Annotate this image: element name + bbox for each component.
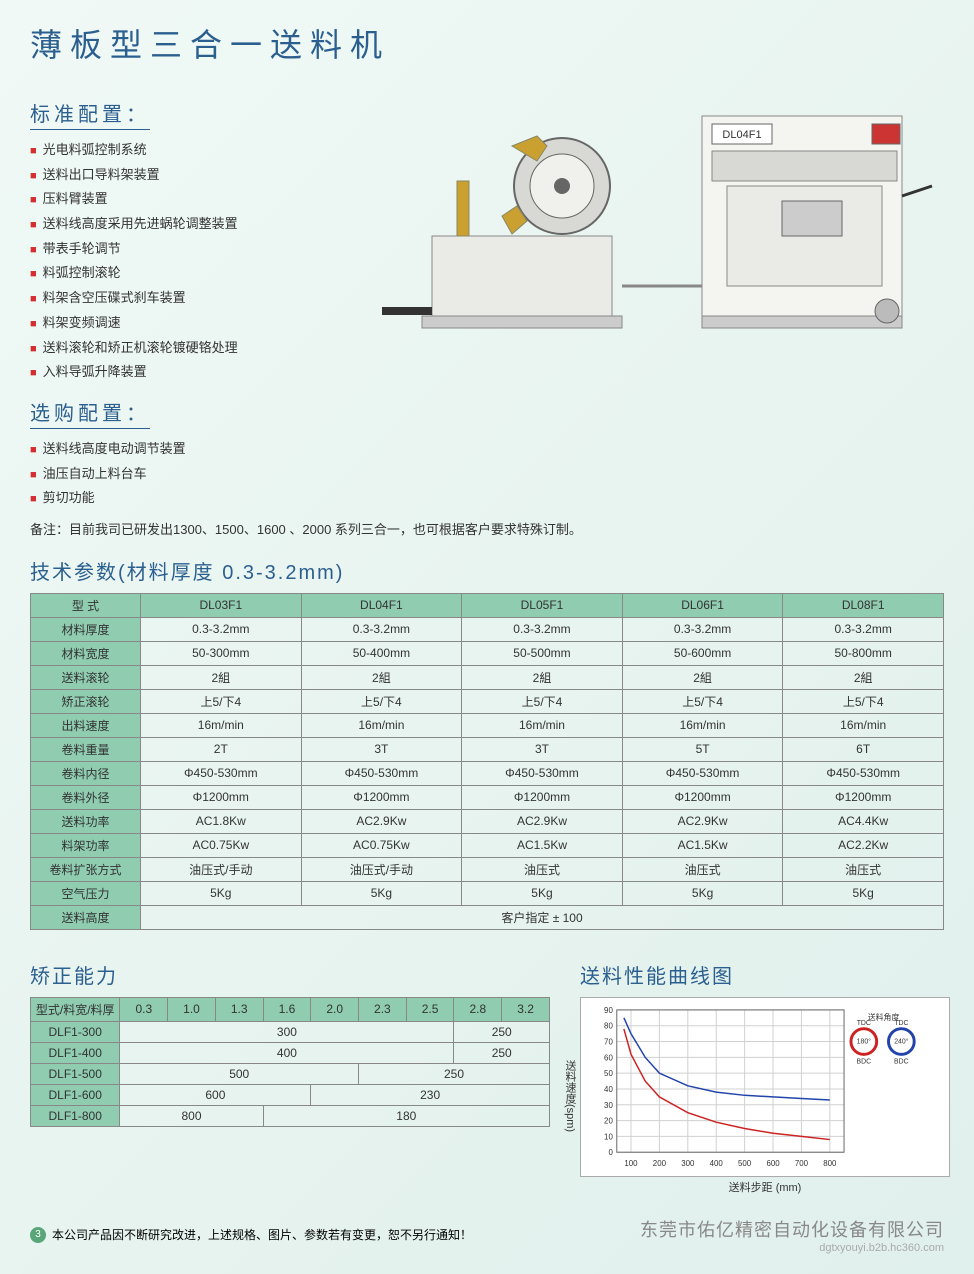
list-item: 料架变频调速 <box>30 311 340 336</box>
list-item: 光电料弧控制系统 <box>30 138 340 163</box>
spec-table: 型 式DL03F1DL04F1DL05F1DL06F1DL08F1材料厚度0.3… <box>30 593 944 930</box>
svg-text:10: 10 <box>604 1132 613 1141</box>
company-name: 东莞市佑亿精密自动化设备有限公司 <box>640 1216 944 1242</box>
chart-title: 送料性能曲线图 <box>580 960 950 989</box>
chart-y-label: 送料速度(spm) <box>562 1060 578 1132</box>
svg-text:800: 800 <box>823 1159 837 1168</box>
list-item: 料架含空压碟式刹车装置 <box>30 286 340 311</box>
list-item: 油压自动上料台车 <box>30 462 340 487</box>
svg-text:200: 200 <box>653 1159 667 1168</box>
svg-text:80: 80 <box>604 1022 613 1031</box>
svg-text:DL04F1: DL04F1 <box>722 129 761 141</box>
svg-text:180°: 180° <box>857 1037 872 1045</box>
svg-text:70: 70 <box>604 1037 613 1046</box>
list-item: 压料臂装置 <box>30 187 340 212</box>
svg-text:60: 60 <box>604 1053 613 1062</box>
list-item: 送料滚轮和矫正机滚轮镀硬铬处理 <box>30 336 340 361</box>
list-item: 料弧控制滚轮 <box>30 261 340 286</box>
capacity-table: 型式/料宽/料厚0.31.01.31.62.02.32.52.83.2DLF1-… <box>30 997 550 1127</box>
svg-text:240°: 240° <box>894 1037 909 1045</box>
machine-illustration: DL04F1 <box>360 86 944 376</box>
opt-config-title: 选购配置： <box>30 397 340 429</box>
main-title: 薄板型三合一送料机 <box>30 20 944 66</box>
std-config-title: 标准配置： <box>30 98 340 130</box>
svg-text:40: 40 <box>604 1085 613 1094</box>
svg-text:300: 300 <box>681 1159 695 1168</box>
svg-text:400: 400 <box>710 1159 724 1168</box>
std-config-list: 光电料弧控制系统送料出口导料架装置压料臂装置送料线高度采用先进蜗轮调整装置带表手… <box>30 138 340 385</box>
list-item: 送料线高度采用先进蜗轮调整装置 <box>30 212 340 237</box>
opt-config-list: 送料线高度电动调节装置油压自动上料台车剪切功能 <box>30 437 340 511</box>
capacity-title: 矫正能力 <box>30 960 550 989</box>
list-item: 入料导弧升降装置 <box>30 360 340 385</box>
svg-text:100: 100 <box>624 1159 638 1168</box>
list-item: 送料出口导料架装置 <box>30 163 340 188</box>
chart-x-label: 送料步距 (mm) <box>580 1179 950 1195</box>
svg-text:BDC: BDC <box>894 1058 909 1065</box>
svg-text:TDC: TDC <box>894 1020 908 1027</box>
spec-title: 技术参数(材料厚度 0.3-3.2mm) <box>30 556 944 585</box>
svg-text:30: 30 <box>604 1101 613 1110</box>
footer-badge: 3 <box>30 1227 46 1243</box>
svg-text:50: 50 <box>604 1069 613 1078</box>
footer-note: 3 本公司产品因不断研究改进，上述规格、图片、参数若有变更，恕不另行通知！ <box>30 1226 472 1243</box>
svg-text:90: 90 <box>604 1006 613 1015</box>
note-text: 备注：目前我司已研发出1300、1500、1600 、2000 系列三合一，也可… <box>30 519 944 538</box>
list-item: 带表手轮调节 <box>30 237 340 262</box>
svg-text:500: 500 <box>738 1159 752 1168</box>
svg-text:700: 700 <box>795 1159 809 1168</box>
svg-text:BDC: BDC <box>857 1058 872 1065</box>
list-item: 送料线高度电动调节装置 <box>30 437 340 462</box>
svg-text:20: 20 <box>604 1116 613 1125</box>
company-url: dgtxyouyi.b2b.hc360.com <box>640 1242 944 1254</box>
svg-text:600: 600 <box>766 1159 780 1168</box>
svg-text:0: 0 <box>608 1148 613 1157</box>
list-item: 剪切功能 <box>30 486 340 511</box>
svg-text:TDC: TDC <box>857 1020 871 1027</box>
